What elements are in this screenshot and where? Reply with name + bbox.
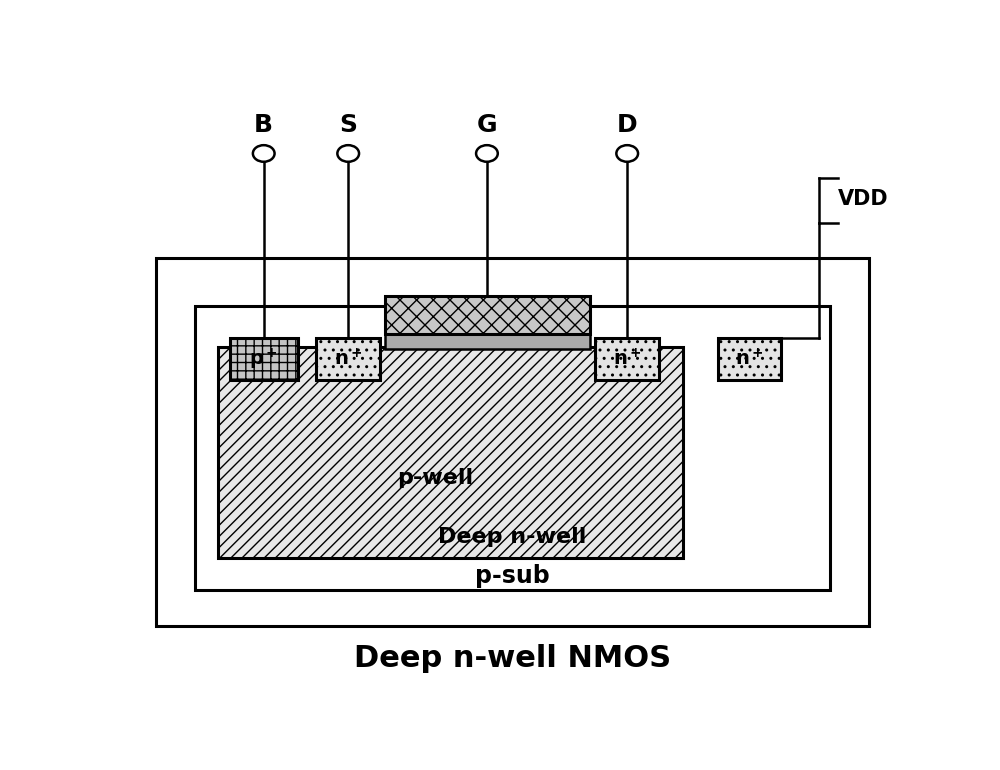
Circle shape: [616, 146, 638, 162]
Text: p-well: p-well: [397, 468, 473, 488]
Text: S: S: [339, 113, 357, 137]
Bar: [218, 347, 683, 557]
Circle shape: [476, 146, 498, 162]
Text: p-sub: p-sub: [475, 564, 550, 588]
Bar: [385, 296, 590, 334]
Bar: [385, 334, 590, 349]
Bar: [195, 306, 830, 591]
Circle shape: [253, 146, 275, 162]
Text: Deep n-well: Deep n-well: [438, 527, 587, 547]
Circle shape: [337, 146, 359, 162]
Text: $\mathbf{n^+}$: $\mathbf{n^+}$: [334, 349, 363, 370]
Bar: [595, 339, 659, 380]
Bar: [230, 339, 298, 380]
Text: G: G: [477, 113, 497, 137]
Text: Deep n-well NMOS: Deep n-well NMOS: [354, 644, 671, 673]
Text: B: B: [254, 113, 273, 137]
Text: D: D: [617, 113, 638, 137]
Bar: [316, 339, 380, 380]
Text: VDD: VDD: [838, 189, 889, 209]
Text: $\mathbf{n^+}$: $\mathbf{n^+}$: [735, 349, 764, 370]
Bar: [718, 339, 781, 380]
Text: $\mathbf{n^+}$: $\mathbf{n^+}$: [613, 349, 642, 370]
Bar: [156, 259, 869, 626]
Text: $\mathbf{p^+}$: $\mathbf{p^+}$: [249, 346, 278, 372]
